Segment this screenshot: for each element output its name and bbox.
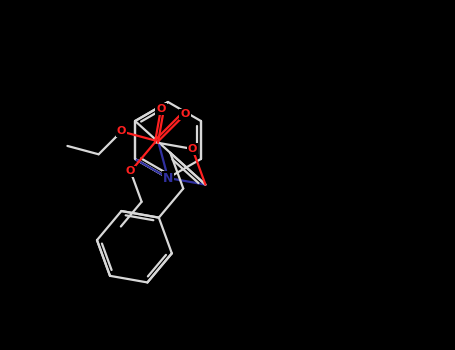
Text: N: N (163, 172, 173, 184)
Text: O: O (156, 104, 166, 114)
Text: O: O (126, 166, 135, 176)
Text: O: O (188, 144, 197, 154)
Text: O: O (117, 126, 126, 136)
Text: O: O (180, 110, 190, 119)
